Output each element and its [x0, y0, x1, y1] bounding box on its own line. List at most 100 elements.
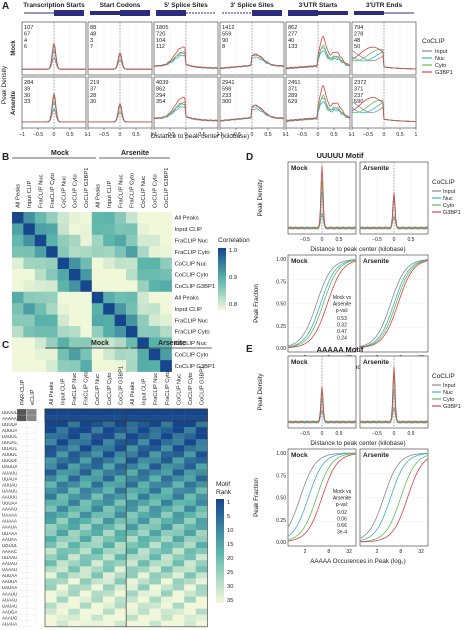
cdf-curve: [287, 259, 357, 348]
panel-c-col-label: CoCLIP Cyto: [188, 372, 194, 405]
panel-c-cell: [195, 421, 208, 428]
panel-c-extra-cell: [16, 469, 27, 476]
panel-a-xtick: −1: [19, 132, 25, 138]
panel-c-extra-cell: [16, 560, 27, 567]
panel-e-ytick: 0.75: [276, 473, 286, 479]
panel-c-cell: [195, 463, 208, 470]
cdf-curve: [287, 453, 357, 541]
panel-c-cell: [172, 590, 185, 597]
panel-c-cell: [91, 530, 104, 537]
panel-a-xtick: 0.5: [66, 132, 73, 138]
panel-c-cell: [137, 481, 150, 488]
panel-c-cell: [137, 487, 150, 494]
panel-c-cell: [45, 433, 57, 440]
panel-b-row-label: CoCLIP Nuc: [175, 341, 207, 347]
panel-c-cell: [114, 536, 127, 543]
heatmap-cell: [103, 212, 115, 224]
peak-count: 219: [90, 80, 99, 86]
peak-count: 862: [288, 25, 297, 31]
peak-count: 371: [354, 86, 363, 92]
peak-count: 30: [90, 99, 96, 105]
panel-c-cell: [79, 523, 92, 531]
panel-c-cell: [195, 590, 208, 597]
heatmap-cell: [148, 212, 161, 224]
panel-c-cell: [79, 499, 92, 506]
pval-value: 0.53: [337, 316, 347, 322]
panel-c-cell: [103, 511, 115, 519]
peak-count: 39: [24, 86, 30, 92]
panel-c-cell: [149, 475, 162, 482]
panel-c-cell: [45, 457, 57, 464]
panel-c-cell: [103, 439, 115, 446]
heatmap-cell: [12, 314, 24, 327]
heatmap-cell: [46, 360, 58, 372]
heatmap-cell: [46, 314, 58, 327]
panel-d-letter: D: [246, 152, 253, 163]
panel-c-cell: [149, 536, 162, 543]
heatmap-cell: [91, 234, 104, 247]
panel-c-cell: [195, 523, 208, 531]
panel-c-cell: [161, 536, 173, 543]
panel-c-cell: [195, 457, 208, 464]
panel-c-motif-label: UAAAA: [2, 513, 17, 518]
panel-c-cell: [172, 469, 185, 476]
gene-utr: [90, 11, 120, 15]
panel-c-col-label: CoCLIP Nuc: [176, 374, 182, 405]
cdf-curve: [287, 260, 357, 348]
panel-a-xtick: −1: [85, 132, 91, 138]
panel-c-cell: [103, 499, 115, 506]
panel-a-xtick: 0: [251, 132, 254, 138]
panel-c-cell: [79, 475, 92, 482]
panel-b-col-label: Input CLIP: [27, 180, 33, 208]
panel-c-cell: [114, 566, 127, 573]
panel-c-cell: [91, 608, 104, 615]
panel-c-cell: [137, 578, 150, 585]
panel-c-cell: [56, 475, 69, 482]
panel-c-cell: [126, 427, 138, 434]
heatmap-cell: [114, 360, 127, 372]
heatmap-cell: [148, 291, 161, 304]
panel-c-cell: [184, 427, 196, 434]
top-xtick: 0.5: [408, 431, 415, 437]
panel-c-cell: [184, 409, 196, 416]
panel-c-cell: [56, 445, 69, 452]
panel-a-curve: [88, 51, 152, 70]
panel-c-cell: [195, 608, 208, 615]
heatmap-cell: [103, 269, 115, 281]
heatmap-cell: [103, 360, 115, 372]
panel-c-motif-label: UUUUC: [2, 458, 18, 463]
panel-c-cell: [172, 511, 185, 519]
heatmap-cell: [46, 348, 58, 361]
panel-c-cell: [137, 475, 150, 482]
peak-count: 629: [288, 99, 297, 105]
panel-c-cell: [79, 554, 92, 561]
panel-a-curve: [153, 46, 219, 69]
peak-count: 559: [222, 31, 231, 37]
panel-c-cell: [126, 517, 138, 525]
panel-e-bottom-ylabel: Peak Fraction: [253, 478, 260, 517]
heatmap-cell: [126, 212, 138, 224]
panel-c-extra-cell: [26, 463, 37, 470]
panel-c-highlight-rows: [44, 408, 208, 422]
panel-c-cell: [91, 536, 104, 543]
legend-entry: Input: [443, 189, 456, 195]
panel-c-motif-label: AUAAA: [2, 519, 17, 524]
panel-c-cell: [149, 614, 162, 621]
panel-c-cell: [184, 469, 196, 476]
panel-c-cell: [68, 475, 80, 482]
heatmap-cell: [69, 326, 81, 338]
panel-c-cell: [91, 542, 104, 549]
panel-c-cell: [45, 523, 57, 531]
panel-c-cell: [172, 608, 185, 615]
panel-a-xtick: 1: [349, 132, 352, 138]
panel-c-cell: [45, 578, 57, 585]
panel-c-cell: [161, 421, 173, 428]
heatmap-cell: [69, 337, 81, 350]
heatmap-cell: [103, 303, 115, 315]
panel-c-cell: [103, 463, 115, 470]
panel-b-col-label: CoCLIP Nuc: [141, 176, 147, 208]
cdf-curve: [287, 453, 357, 542]
heatmap-cell: [80, 280, 93, 293]
heatmap-cell: [34, 223, 47, 236]
panel-c-cell: [137, 596, 150, 603]
